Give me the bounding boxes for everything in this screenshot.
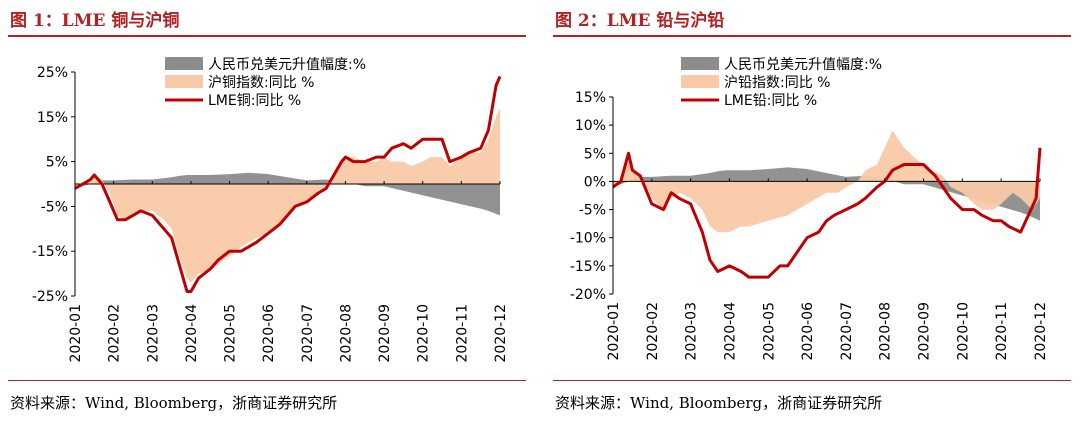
- figure-title: 图 1：LME 铜与沪铜: [10, 11, 180, 31]
- y-tick-label: -15%: [570, 259, 606, 275]
- series-line-1: [74, 75, 502, 293]
- chart-lme-lead: 15%10%5%0%-5%-10%-15%-20%2020-01 2020-02 2…: [570, 57, 1049, 361]
- source-note: 资料来源：Wind, Bloomberg，浙商证券研究所: [555, 394, 883, 412]
- legend-label-3: LME铅:同比 %: [724, 93, 817, 109]
- legend-swatch-2: [165, 75, 203, 88]
- x-tick-label: 2020-08: [878, 302, 894, 361]
- y-tick-label: 0%: [584, 174, 606, 190]
- x-tick-label: 2020-01: [68, 304, 84, 363]
- x-tick-label: 2020-01: [606, 302, 622, 361]
- plot-area: [74, 75, 502, 293]
- x-tick-label: 2020-05: [223, 304, 239, 363]
- source-rule: [8, 380, 526, 381]
- legend-label-1: 人民币兑美元升值幅度:%: [724, 57, 882, 73]
- legend-swatch-2: [681, 75, 719, 88]
- x-tick-label: 2020-02: [645, 302, 661, 361]
- x-tick-label: 2020-10: [416, 304, 432, 363]
- x-axis: 2020-01 2020-02 2020-03 2020-04 2020-05 2020-…: [606, 178, 1049, 361]
- y-tick-label: -25%: [32, 289, 68, 305]
- y-axis: 15% 10% 5% 0% -5% -10% -15% -20%: [570, 90, 614, 303]
- x-axis: 2020-01 2020-02 2020-03 2020-04 2020-05 2020-…: [68, 181, 509, 363]
- x-tick-label: 2020-11: [994, 302, 1010, 361]
- x-tick-label: 2020-12: [1033, 302, 1049, 361]
- y-tick-label: -15%: [32, 244, 68, 260]
- y-tick-label: -5%: [41, 199, 68, 215]
- legend-label-2: 沪铜指数:同比 %: [208, 75, 314, 91]
- legend-label-1: 人民币兑美元升值幅度:%: [208, 57, 366, 73]
- figure-panel-2: 图 2：LME 铅与沪铅 15% 10% 5% 0% -5% -10% -15% -20% 20…: [545, 0, 1077, 428]
- x-tick-label: 2020-02: [107, 304, 123, 363]
- x-tick-label: 2020-08: [338, 304, 354, 363]
- x-tick-label: 2020-10: [955, 302, 971, 361]
- legend-swatch-1: [681, 57, 719, 70]
- series-area-1: [75, 172, 500, 216]
- legend-label-3: LME铜:同比 %: [208, 93, 301, 109]
- y-tick-label: 5%: [584, 146, 606, 162]
- y-tick-label: 10%: [575, 118, 606, 134]
- y-tick-label: 15%: [37, 110, 68, 126]
- y-tick-label: -5%: [579, 203, 606, 219]
- y-tick-label: 15%: [575, 90, 606, 106]
- x-tick-label: 2020-09: [917, 302, 933, 361]
- series-area-1: [613, 167, 1040, 221]
- legend: 人民币兑美元升值幅度:% 沪铜指数:同比 % LME铜:同比 %: [165, 57, 366, 109]
- title-rule: [553, 35, 1071, 37]
- x-tick-label: 2020-06: [800, 302, 816, 361]
- figure-panel-1: 图 1：LME 铜与沪铜 25% 15% 5% -5% -15% -25% 2020-01 2…: [0, 0, 532, 428]
- plot-area: [612, 130, 1042, 279]
- x-tick-label: 2020-03: [684, 302, 700, 361]
- y-tick-label: 25%: [37, 65, 68, 81]
- title-rule: [8, 35, 526, 37]
- series-area-2: [75, 107, 500, 283]
- x-tick-label: 2020-11: [454, 304, 470, 363]
- figure-title: 图 2：LME 铅与沪铅: [555, 11, 725, 31]
- legend-label-2: 沪铅指数:同比 %: [724, 75, 830, 91]
- source-note: 资料来源：Wind, Bloomberg，浙商证券研究所: [10, 394, 338, 412]
- x-tick-label: 2020-07: [300, 304, 316, 363]
- x-tick-label: 2020-04: [722, 302, 738, 361]
- y-axis: 25% 15% 5% -5% -15% -25%: [32, 65, 76, 305]
- x-tick-label: 2020-03: [145, 304, 161, 363]
- chart-lme-copper: 25% 15% 5% -5% -15% -25%2020-01 2020-02 2020-03…: [32, 57, 509, 363]
- x-tick-label: 2020-06: [261, 304, 277, 363]
- legend: 人民币兑美元升值幅度:% 沪铅指数:同比 % LME铅:同比 %: [681, 57, 882, 109]
- y-tick-label: -10%: [570, 231, 606, 247]
- x-tick-label: 2020-09: [377, 304, 393, 363]
- y-tick-label: -20%: [570, 287, 606, 303]
- series-line-1: [612, 147, 1042, 279]
- x-tick-label: 2020-12: [493, 304, 509, 363]
- x-tick-label: 2020-05: [761, 302, 777, 361]
- x-tick-label: 2020-04: [184, 304, 200, 363]
- x-tick-label: 2020-07: [839, 302, 855, 361]
- legend-swatch-1: [165, 57, 203, 70]
- source-rule: [553, 380, 1071, 381]
- y-tick-label: 5%: [46, 155, 68, 171]
